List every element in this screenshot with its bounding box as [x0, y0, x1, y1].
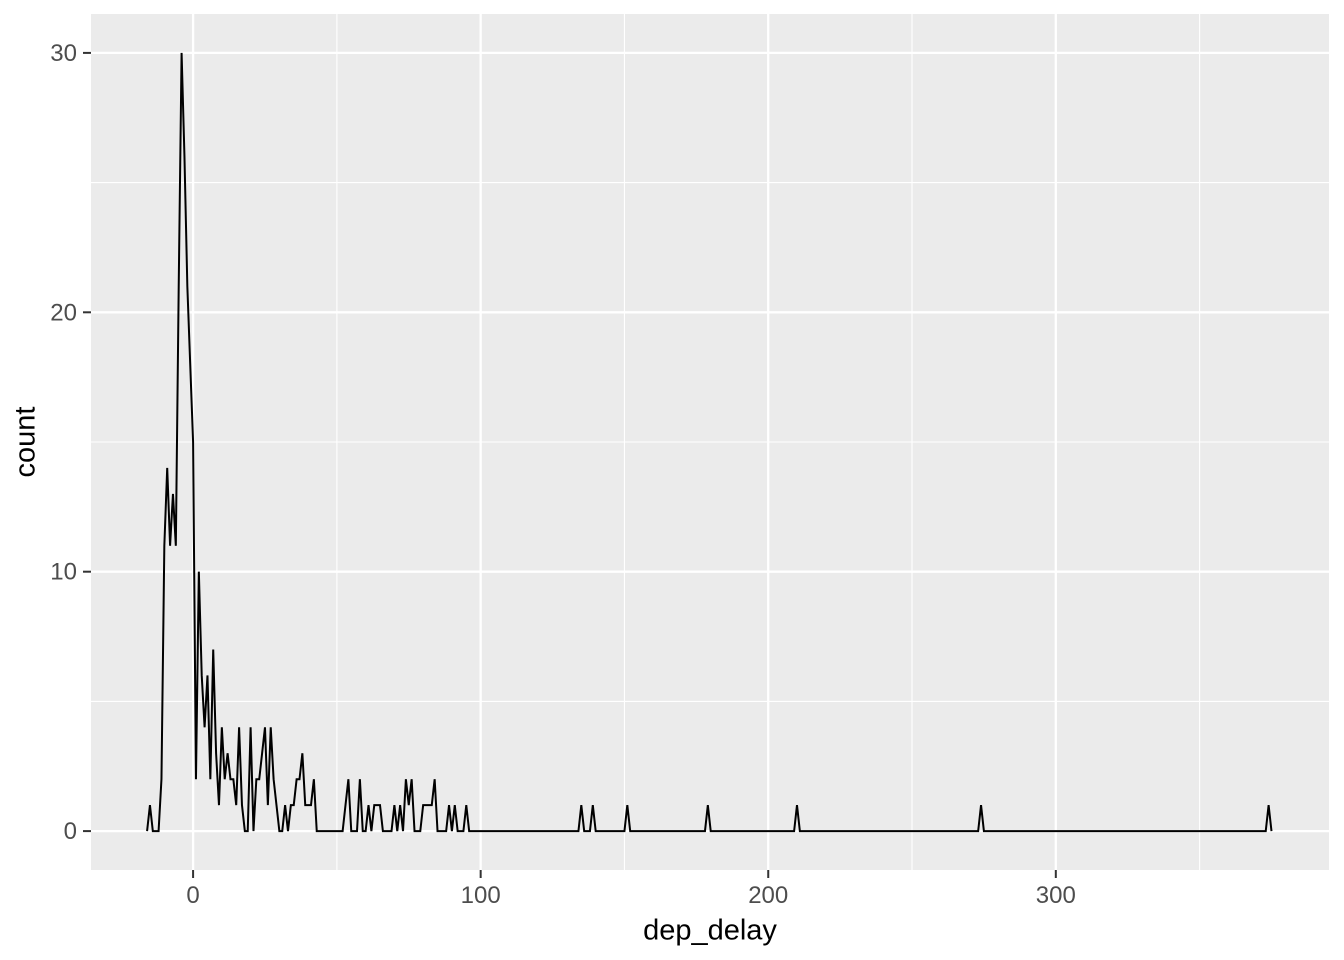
y-tick-label: 0 — [64, 818, 77, 845]
y-tick-label: 20 — [50, 299, 77, 326]
y-tick-label: 10 — [50, 559, 77, 586]
x-tick-label: 100 — [461, 882, 501, 909]
x-tick-label: 0 — [186, 882, 199, 909]
y-axis-title: count — [9, 406, 42, 478]
y-tick-label: 30 — [50, 40, 77, 67]
x-tick-label: 200 — [748, 882, 788, 909]
x-tick-label: 300 — [1036, 882, 1076, 909]
freqpoly-line — [146, 52, 1273, 833]
x-axis-title: dep_delay — [643, 914, 777, 947]
